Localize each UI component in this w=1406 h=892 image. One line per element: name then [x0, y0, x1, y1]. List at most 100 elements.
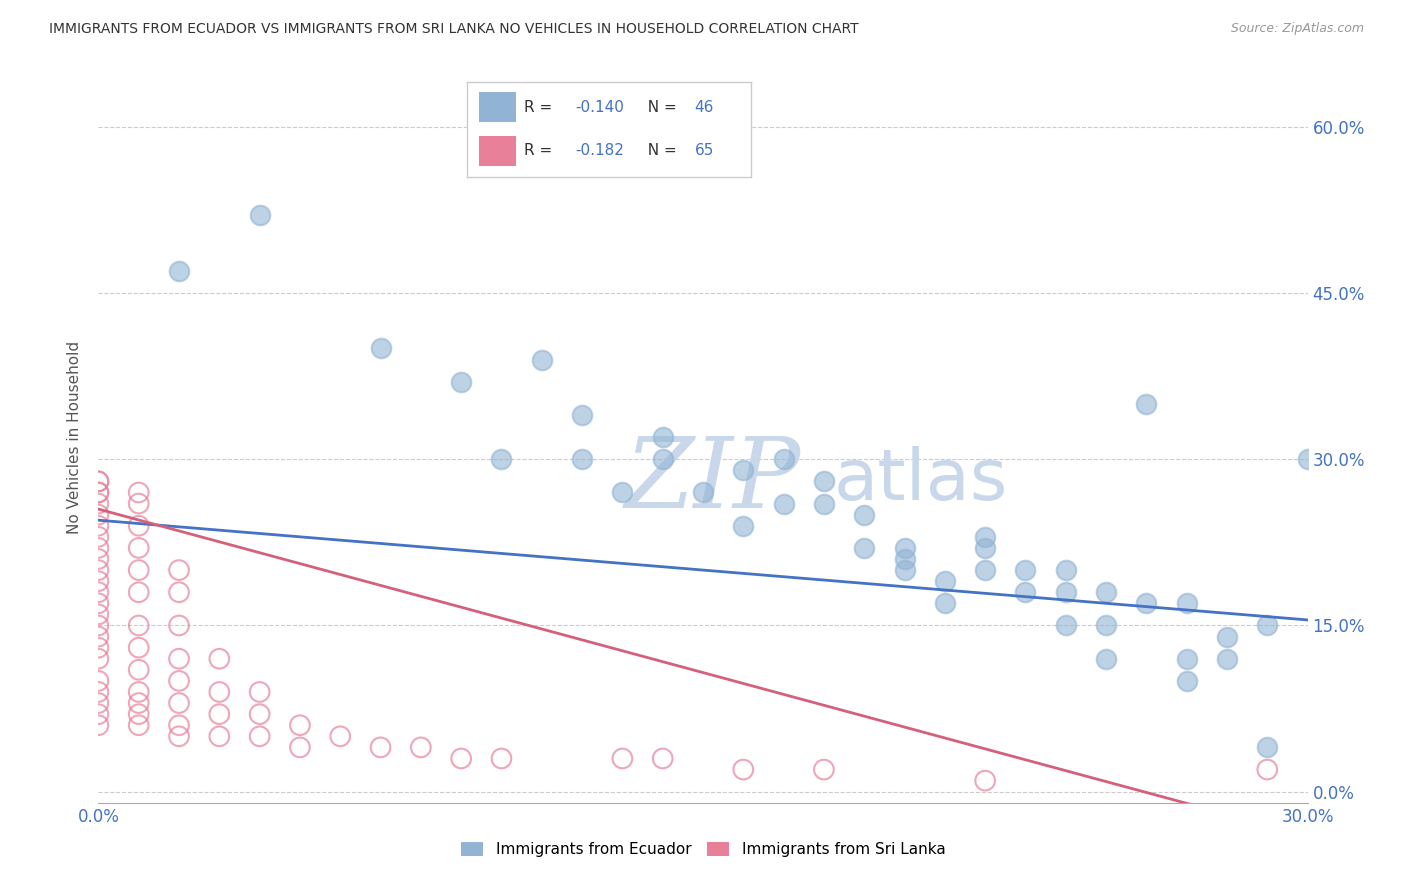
- Point: [128, 563, 150, 577]
- Point: [974, 530, 997, 544]
- Point: [1095, 618, 1118, 632]
- Point: [612, 751, 634, 765]
- Point: [651, 751, 673, 765]
- Point: [1216, 651, 1239, 665]
- Point: [208, 651, 231, 665]
- Point: [167, 618, 190, 632]
- Point: [772, 497, 794, 511]
- Point: [167, 718, 190, 732]
- Point: [813, 497, 835, 511]
- Point: [128, 518, 150, 533]
- Point: [128, 718, 150, 732]
- Point: [87, 607, 110, 622]
- Point: [1256, 763, 1278, 777]
- Point: [128, 618, 150, 632]
- Point: [87, 707, 110, 722]
- Point: [128, 541, 150, 555]
- Point: [813, 475, 835, 489]
- Point: [853, 541, 876, 555]
- Point: [370, 740, 392, 755]
- Point: [208, 685, 231, 699]
- Point: [167, 673, 190, 688]
- Point: [974, 773, 997, 788]
- Legend: Immigrants from Ecuador, Immigrants from Sri Lanka: Immigrants from Ecuador, Immigrants from…: [461, 842, 945, 857]
- Point: [87, 508, 110, 522]
- Point: [1095, 585, 1118, 599]
- Point: [87, 618, 110, 632]
- Point: [813, 763, 835, 777]
- Point: [208, 729, 231, 743]
- Point: [87, 563, 110, 577]
- Point: [288, 740, 311, 755]
- Text: IMMIGRANTS FROM ECUADOR VS IMMIGRANTS FROM SRI LANKA NO VEHICLES IN HOUSEHOLD CO: IMMIGRANTS FROM ECUADOR VS IMMIGRANTS FR…: [49, 22, 859, 37]
- Point: [893, 552, 915, 566]
- Point: [87, 718, 110, 732]
- Point: [571, 408, 593, 422]
- Point: [1135, 596, 1157, 610]
- Point: [128, 640, 150, 655]
- Point: [893, 563, 915, 577]
- Point: [249, 209, 271, 223]
- Point: [893, 541, 915, 555]
- Point: [128, 485, 150, 500]
- Point: [87, 485, 110, 500]
- Point: [409, 740, 432, 755]
- Point: [87, 485, 110, 500]
- Point: [87, 696, 110, 710]
- Point: [1175, 651, 1198, 665]
- Point: [530, 352, 553, 367]
- Point: [87, 518, 110, 533]
- Point: [167, 729, 190, 743]
- Point: [1175, 673, 1198, 688]
- Text: atlas: atlas: [834, 447, 1008, 516]
- Point: [87, 475, 110, 489]
- Point: [249, 685, 271, 699]
- Point: [1256, 618, 1278, 632]
- Point: [974, 541, 997, 555]
- Point: [491, 452, 513, 467]
- Point: [853, 508, 876, 522]
- Point: [1014, 563, 1036, 577]
- Point: [612, 485, 634, 500]
- Point: [329, 729, 352, 743]
- Text: Source: ZipAtlas.com: Source: ZipAtlas.com: [1230, 22, 1364, 36]
- Point: [208, 707, 231, 722]
- Point: [1054, 585, 1077, 599]
- Point: [450, 375, 472, 389]
- Point: [87, 630, 110, 644]
- Point: [167, 563, 190, 577]
- Point: [1135, 397, 1157, 411]
- Point: [87, 651, 110, 665]
- Point: [87, 552, 110, 566]
- Point: [87, 685, 110, 699]
- Point: [651, 452, 673, 467]
- Y-axis label: No Vehicles in Household: No Vehicles in Household: [67, 341, 83, 533]
- Text: ZIP: ZIP: [624, 434, 800, 529]
- Point: [934, 574, 956, 589]
- Point: [288, 718, 311, 732]
- Point: [87, 596, 110, 610]
- Point: [651, 430, 673, 444]
- Point: [167, 651, 190, 665]
- Point: [167, 696, 190, 710]
- Point: [491, 751, 513, 765]
- Point: [1256, 740, 1278, 755]
- Point: [128, 696, 150, 710]
- Point: [87, 541, 110, 555]
- Point: [772, 452, 794, 467]
- Point: [167, 585, 190, 599]
- Point: [1014, 585, 1036, 599]
- Point: [87, 640, 110, 655]
- Point: [128, 707, 150, 722]
- Point: [370, 342, 392, 356]
- Point: [733, 463, 755, 477]
- Point: [167, 264, 190, 278]
- Point: [1216, 630, 1239, 644]
- Point: [1296, 452, 1319, 467]
- Point: [87, 673, 110, 688]
- Point: [249, 729, 271, 743]
- Point: [1054, 563, 1077, 577]
- Point: [128, 663, 150, 677]
- Point: [87, 530, 110, 544]
- Point: [571, 452, 593, 467]
